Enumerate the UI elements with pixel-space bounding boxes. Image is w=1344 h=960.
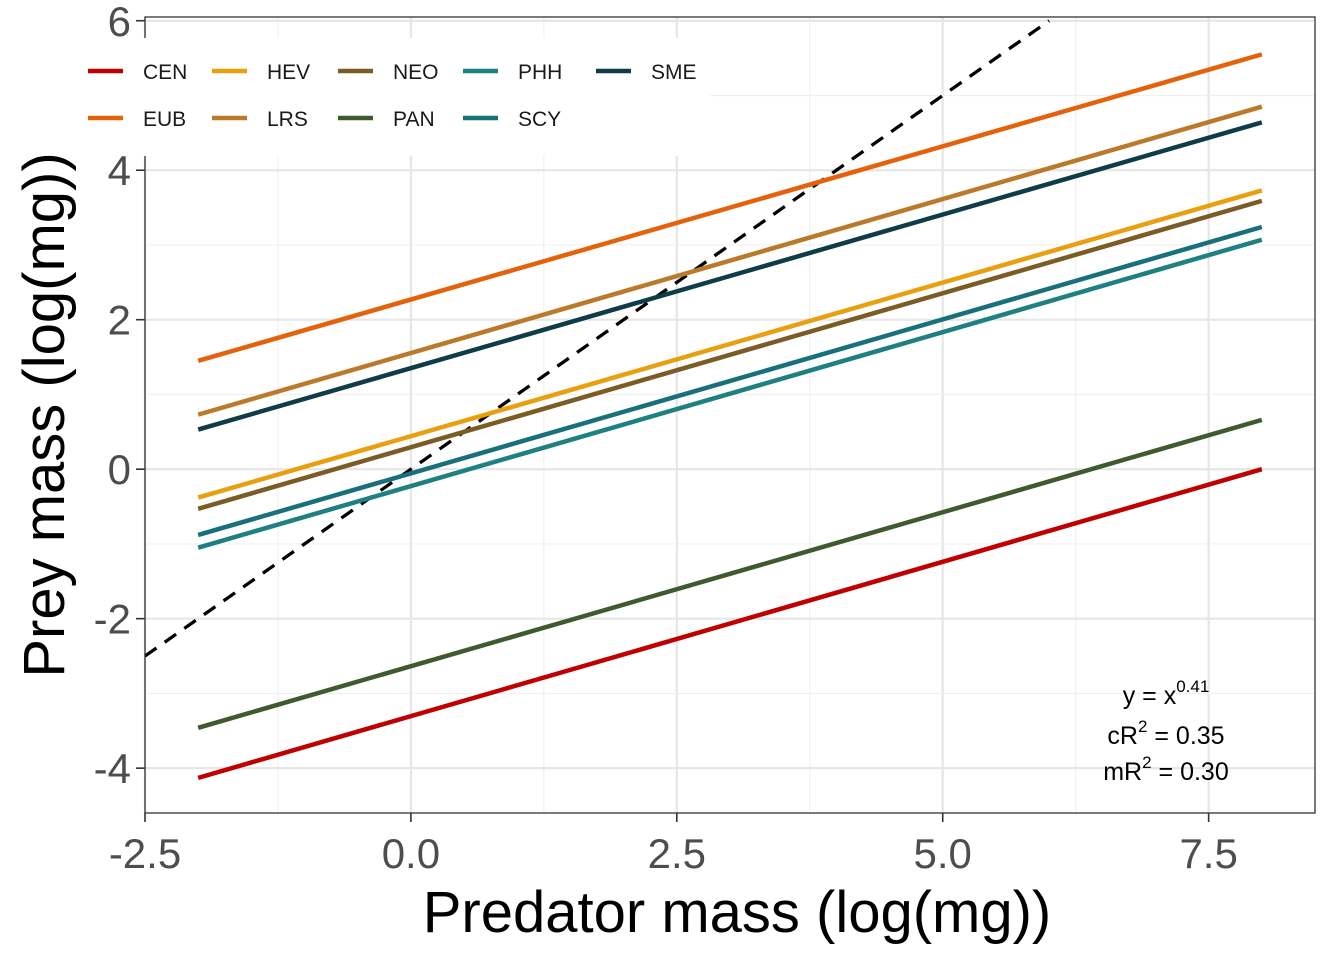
legend-label-phh: PHH — [518, 61, 562, 84]
annotation-line-cr2: cR2 = 0.35 — [1107, 717, 1224, 750]
series-line-neo — [197, 198, 1263, 511]
legend-label-scy: SCY — [518, 108, 561, 131]
plot-panel-border — [144, 16, 1316, 814]
series-line-hev — [197, 188, 1263, 500]
x-tick-label: 0.0 — [382, 830, 440, 877]
legend-label-eub: EUB — [143, 108, 186, 131]
y-axis-title: Prey mass (log(mg)) — [12, 152, 77, 677]
x-tick-label: 7.5 — [1179, 830, 1237, 877]
x-tick-label: 5.0 — [914, 830, 972, 877]
series-line-phh — [197, 237, 1263, 550]
legend-label-sme: SME — [651, 61, 697, 84]
legend-label-hev: HEV — [267, 61, 310, 84]
series-line-scy — [197, 224, 1263, 538]
y-tick-label: 4 — [108, 147, 131, 194]
reference-line-1to1 — [144, 19, 1051, 658]
series-line-pan — [197, 417, 1263, 730]
legend-label-neo: NEO — [393, 61, 439, 84]
legend-label-cen: CEN — [143, 61, 187, 84]
x-tick-label: 2.5 — [648, 830, 706, 877]
series-line-lrs — [197, 104, 1263, 417]
y-tick-label: 0 — [108, 446, 131, 493]
annotation-line-mr2: mR2 = 0.30 — [1103, 753, 1229, 786]
series-line-sme — [197, 120, 1263, 432]
legend-label-lrs: LRS — [267, 108, 308, 131]
y-tick-label: 6 — [108, 0, 131, 45]
legend: CEN EUB HEV LRS NEO PAN PHH SCY SME — [72, 38, 710, 156]
series-line-cen — [197, 467, 1263, 781]
axis-ticks: -2.5 0.0 2.5 5.0 7.5 -4 -2 0 2 4 6 — [94, 0, 1238, 877]
y-tick-label: 2 — [108, 297, 131, 344]
series-line-eub — [197, 52, 1263, 363]
x-axis-title: Predator mass (log(mg)) — [423, 880, 1051, 945]
annotation-line-exponent: y = x0.41 — [1123, 677, 1210, 710]
model-annotation: y = x0.41 cR2 = 0.35 mR2 = 0.30 — [1103, 677, 1229, 786]
plot-lines — [144, 19, 1263, 781]
y-tick-label: -2 — [94, 596, 131, 643]
y-tick-label: -4 — [94, 745, 131, 792]
x-tick-label: -2.5 — [109, 830, 181, 877]
legend-background — [72, 38, 710, 156]
legend-label-pan: PAN — [393, 108, 435, 131]
